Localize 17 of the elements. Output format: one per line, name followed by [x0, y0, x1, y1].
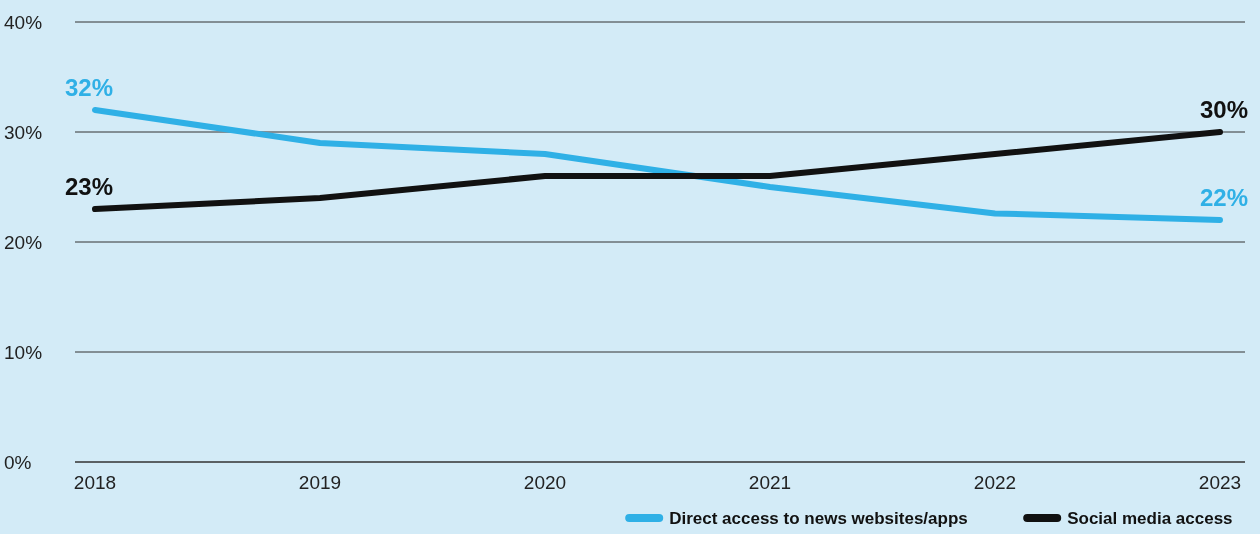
x-tick-label: 2022 [973, 472, 1017, 493]
data-label: 23% [65, 173, 114, 200]
data-label: 22% [1199, 184, 1248, 211]
y-tick-label: 40% [4, 12, 43, 33]
x-tick-label: 2018 [73, 472, 117, 493]
x-tick-label: 2020 [523, 472, 567, 493]
x-tick-label: 2019 [298, 472, 342, 493]
y-tick-label: 20% [4, 232, 43, 253]
legend-label: Direct access to news websites/apps [669, 509, 968, 528]
legend-label: Social media access [1067, 509, 1233, 528]
y-tick-label: 30% [4, 122, 43, 143]
y-tick-label: 0% [4, 452, 32, 473]
x-tick-label: 2023 [1198, 472, 1242, 493]
data-label: 30% [1199, 96, 1248, 123]
data-label: 32% [65, 74, 114, 101]
x-tick-label: 2021 [748, 472, 792, 493]
y-tick-label: 10% [4, 342, 43, 363]
